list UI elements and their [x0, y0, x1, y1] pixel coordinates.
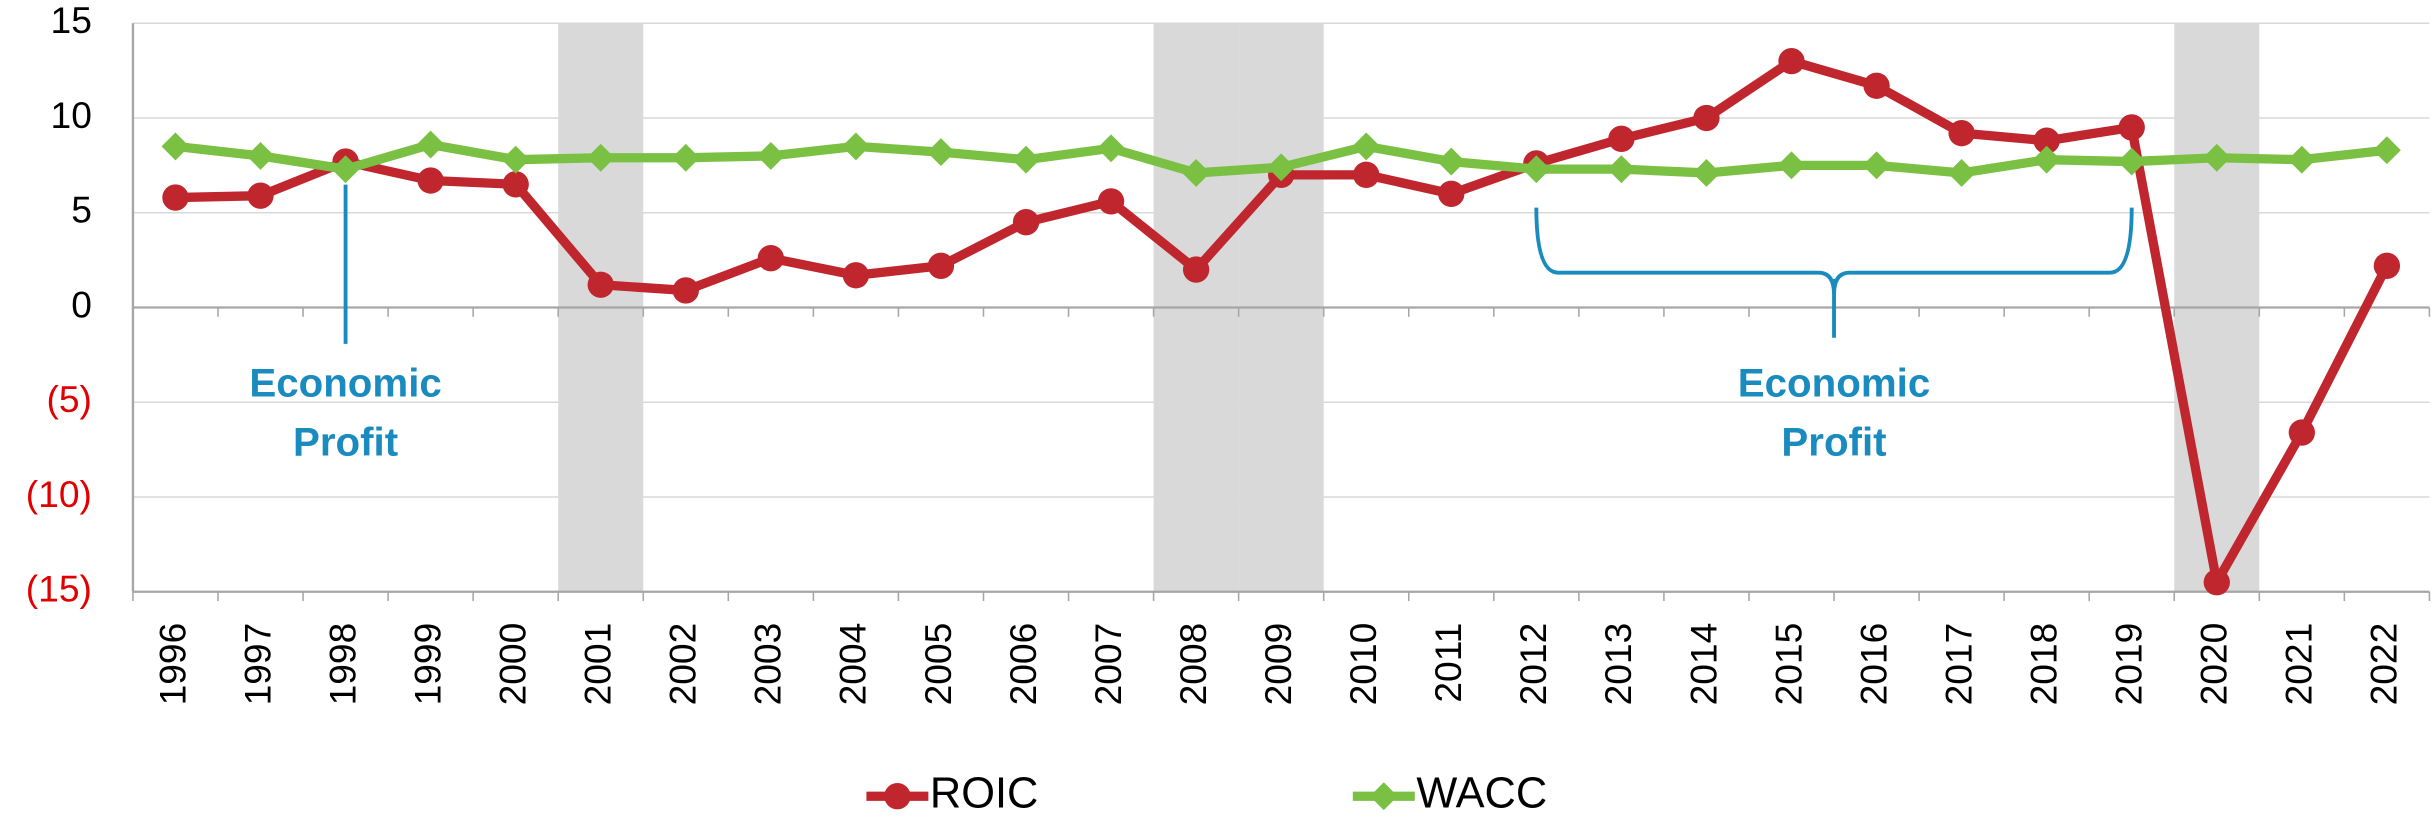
legend-label: ROIC [930, 770, 1038, 818]
x-tick-label: 1999 [406, 623, 448, 706]
data-point [161, 132, 190, 161]
data-point [2287, 145, 2316, 174]
data-point [842, 262, 870, 289]
y-tick-label: 15 [51, 0, 92, 41]
data-point [2373, 252, 2401, 279]
data-point [1097, 188, 1125, 215]
data-point [502, 171, 529, 198]
data-point [671, 143, 700, 172]
data-point [1352, 132, 1381, 161]
x-tick-label: 1998 [321, 623, 363, 706]
data-point [841, 132, 870, 161]
data-point [501, 145, 530, 174]
data-point [1607, 155, 1636, 184]
data-point [1947, 159, 1976, 187]
data-point [1693, 104, 1720, 132]
x-tick-label: 2003 [747, 623, 789, 706]
data-point [2118, 114, 2145, 141]
data-point [1012, 145, 1040, 174]
data-point [416, 130, 445, 159]
x-tick-label: 2012 [1512, 623, 1554, 706]
data-point [756, 141, 785, 170]
data-point [927, 138, 955, 167]
x-tick-label: 2004 [832, 623, 874, 706]
annotation: Economic Profit [249, 359, 442, 465]
data-point [1608, 125, 1635, 152]
x-tick-label: 2018 [2022, 623, 2064, 706]
y-tick-label: 10 [51, 94, 92, 136]
x-tick-label: 2022 [2363, 623, 2405, 706]
legend-label: WACC [1416, 770, 1547, 818]
data-point [672, 277, 699, 304]
data-point [417, 167, 444, 194]
x-tick-label: 1996 [151, 623, 193, 706]
data-point [587, 271, 614, 298]
data-point [1097, 134, 1126, 163]
data-point [331, 155, 360, 184]
data-point [757, 245, 785, 272]
data-point [2203, 569, 2230, 596]
data-point [2117, 147, 2146, 176]
x-tick-label: 1997 [236, 623, 278, 706]
data-point [1777, 151, 1806, 180]
annotation-box: Economic Profit [1737, 359, 1931, 465]
data-point [1182, 256, 1210, 283]
data-point [1778, 47, 1805, 75]
x-tick-label: 2002 [662, 623, 704, 706]
data-point [1437, 147, 1466, 176]
x-tick-label: 2019 [2108, 623, 2150, 706]
x-tick-label: 2015 [1767, 623, 1809, 706]
x-tick-label: 2010 [1342, 623, 1384, 706]
x-tick-label: 2005 [917, 623, 959, 706]
legend-marker [1369, 782, 1398, 811]
x-tick-label: 2007 [1087, 623, 1129, 706]
x-tick-label: 2013 [1597, 623, 1639, 706]
data-point [927, 252, 955, 279]
data-point [1948, 119, 1975, 147]
data-point [1522, 155, 1551, 184]
data-point [1863, 72, 1890, 99]
x-tick-label: 2008 [1172, 623, 1214, 706]
data-point [1353, 161, 1380, 189]
annotation: Economic Profit [1737, 359, 1931, 465]
x-tick-label: 2000 [491, 623, 533, 706]
y-tick-label: 5 [71, 189, 92, 231]
data-point [2033, 127, 2060, 154]
y-tick-label: 0 [71, 283, 92, 325]
data-point [1862, 151, 1891, 180]
x-tick-label: 2016 [1852, 623, 1894, 706]
x-tick-label: 2001 [577, 623, 619, 706]
x-tick-label: 2011 [1427, 623, 1469, 703]
annotation-brace [1534, 207, 2134, 338]
x-tick-label: 2009 [1257, 623, 1299, 706]
y-tick-label: (5) [46, 378, 91, 420]
y-tick-label: (10) [26, 473, 92, 515]
x-tick-label: 2021 [2278, 623, 2320, 706]
y-tick-label: (15) [26, 568, 92, 610]
x-tick-label: 2020 [2193, 623, 2235, 706]
data-point [1012, 209, 1040, 236]
data-point [246, 141, 275, 170]
x-tick-label: 2017 [1937, 623, 1979, 706]
data-point [2288, 419, 2315, 446]
data-point [2032, 145, 2061, 174]
data-point [247, 182, 274, 209]
x-tick-label: 2014 [1682, 623, 1724, 706]
data-point [162, 184, 189, 211]
annotation-box: Economic Profit [249, 359, 442, 465]
data-point [1692, 159, 1721, 187]
x-tick-label: 2006 [1002, 623, 1044, 706]
data-point [1182, 159, 1211, 187]
data-point [1438, 180, 1465, 207]
legend-marker [884, 783, 911, 810]
data-point [2372, 136, 2401, 165]
